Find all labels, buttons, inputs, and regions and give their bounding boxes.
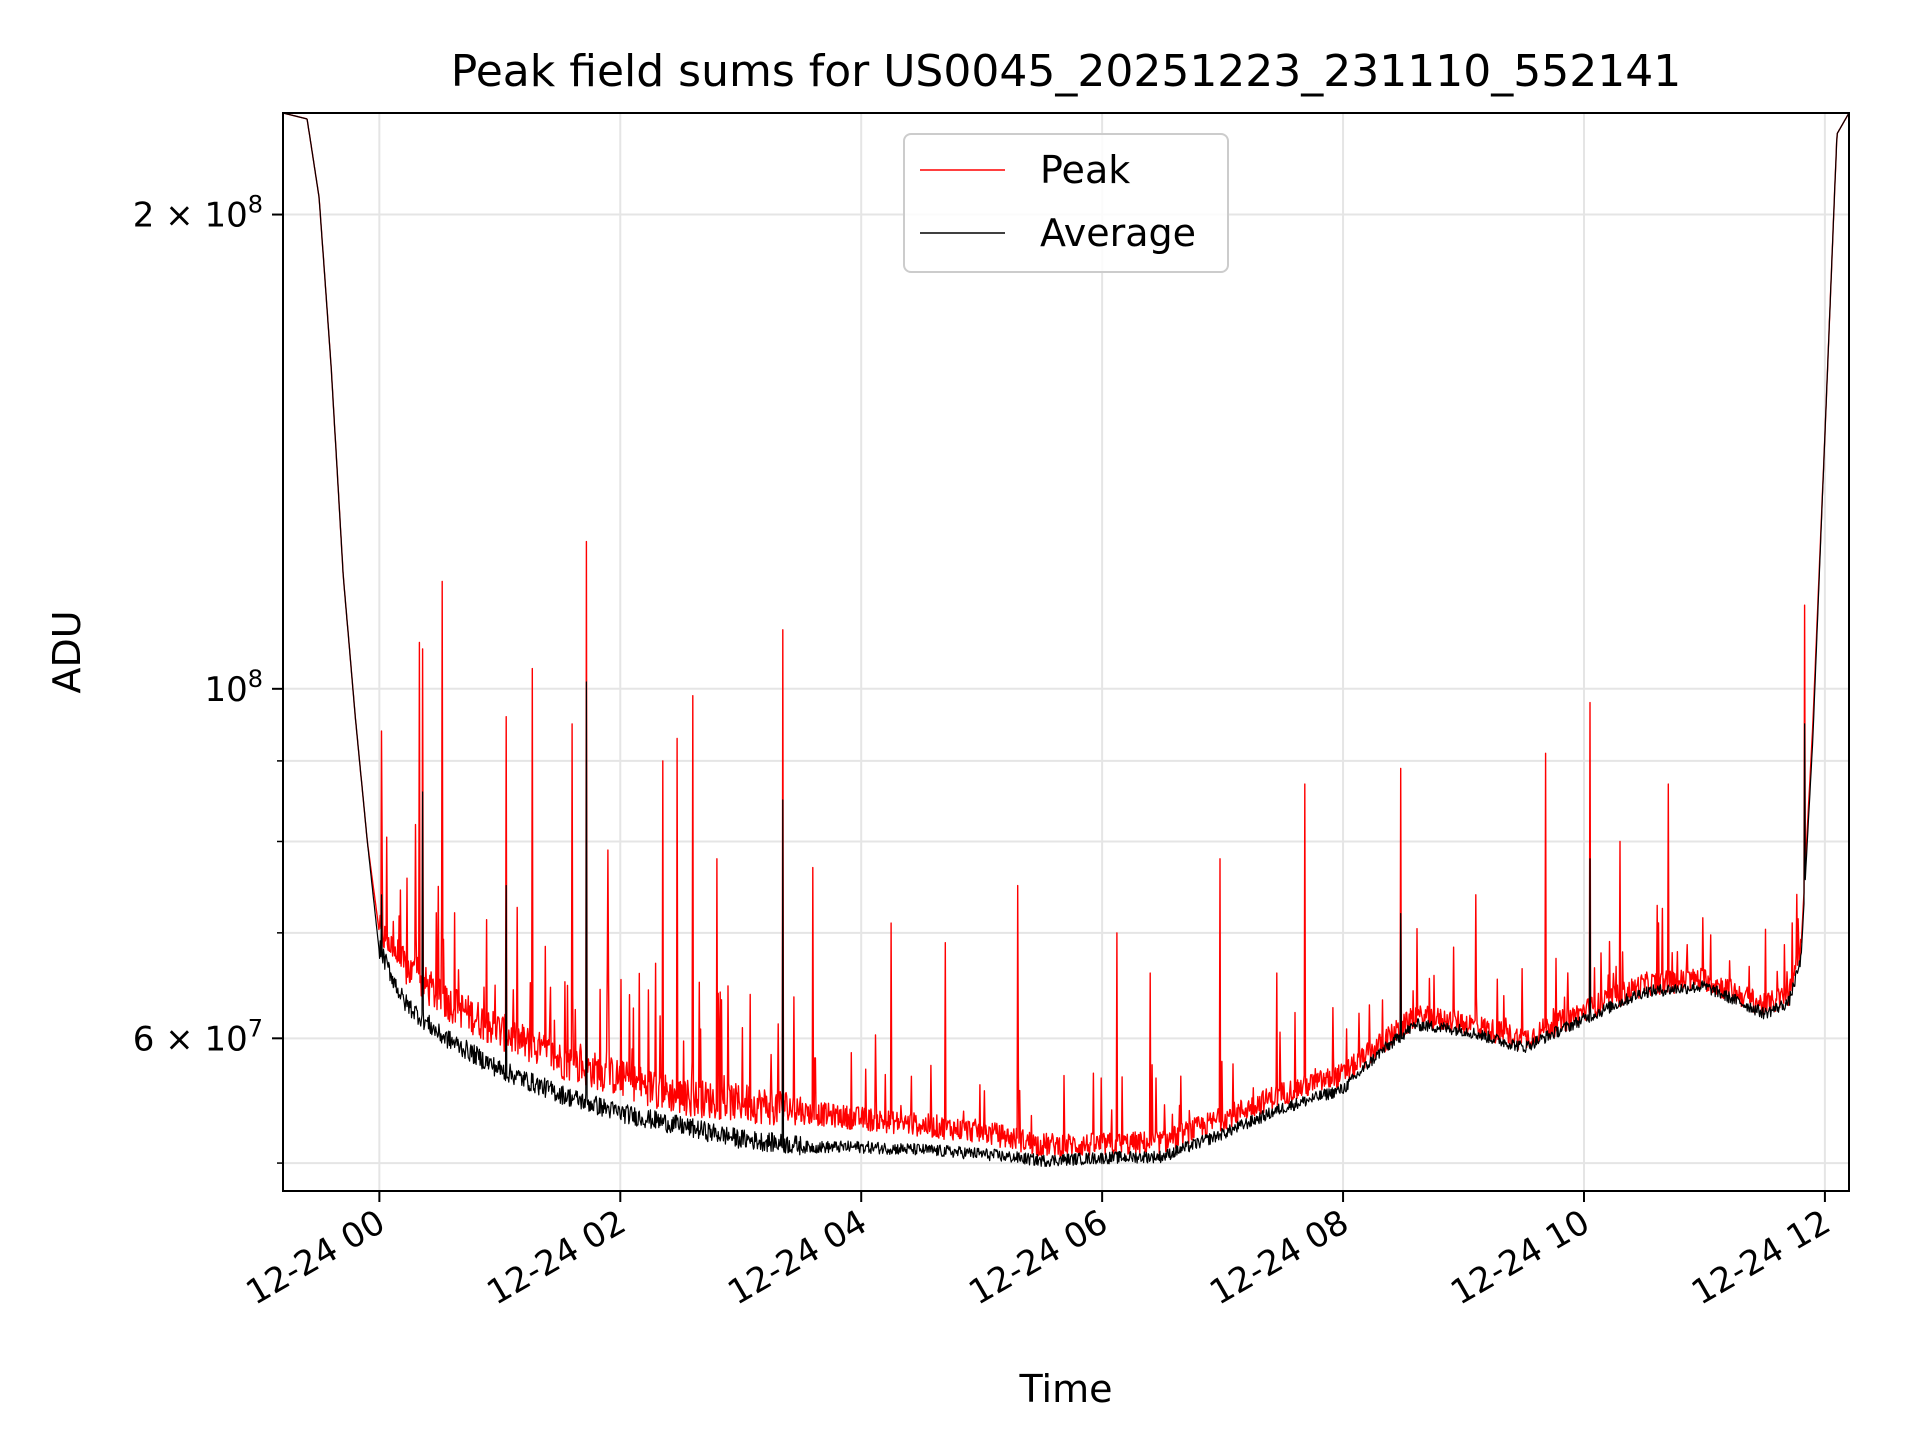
- series-layer: [283, 113, 1849, 1167]
- chart-title: Peak field sums for US0045_20251223_2311…: [451, 46, 1681, 97]
- series-line-average: [283, 113, 1849, 1167]
- series-line-peak: [283, 113, 1849, 1158]
- plot-frame: [282, 112, 1850, 1192]
- y-tick-label: 6 × 107: [133, 1014, 263, 1059]
- x-axis-label: Time: [1019, 1367, 1113, 1411]
- legend-label-average: Average: [1040, 211, 1196, 255]
- legend: Peak Average: [903, 133, 1229, 273]
- y-tick-label: 108: [204, 665, 263, 710]
- legend-label-peak: Peak: [1040, 148, 1130, 192]
- legend-box: [903, 133, 1229, 273]
- y-tick-label: 2 × 108: [133, 191, 263, 236]
- y-axis-label: ADU: [45, 610, 89, 693]
